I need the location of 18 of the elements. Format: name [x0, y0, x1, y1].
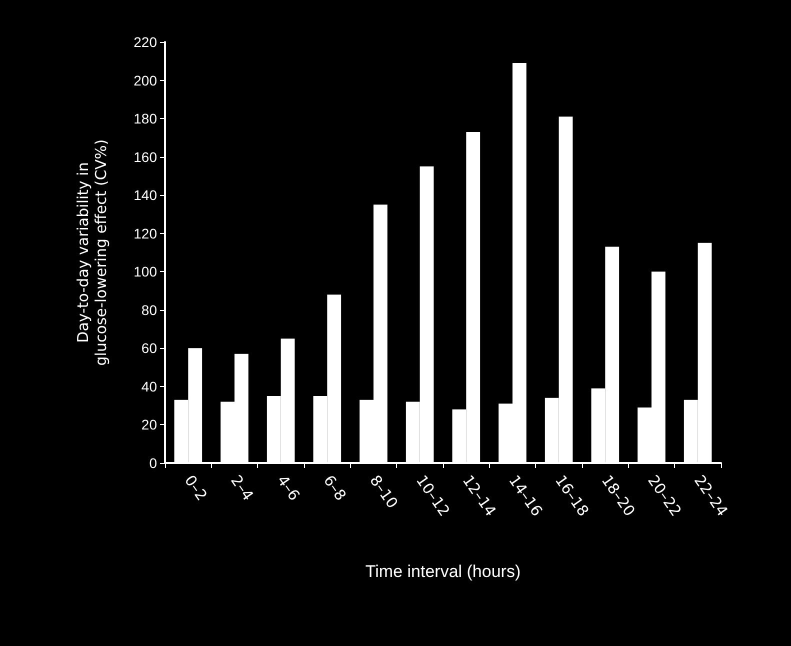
y-tick-label: 60 [141, 340, 158, 356]
y-tick-label: 20 [141, 416, 158, 433]
x-axis-title: Time interval (hours) [365, 562, 521, 581]
y-tick-label: 180 [134, 110, 158, 127]
y-tick-label: 220 [134, 34, 158, 50]
y-axis-title: Day-to-day variability in glucose-lowering effect (CV%) [74, 139, 110, 366]
y-tick-label: 160 [134, 148, 158, 165]
x-tick-label: 6–8 [320, 472, 350, 504]
y-tick-label: 40 [141, 378, 158, 394]
y-tick-label: 140 [134, 187, 158, 204]
x-tick-label: 2–4 [227, 472, 258, 504]
x-tick-label: 0–2 [180, 472, 211, 504]
y-tick-label: 200 [134, 72, 158, 88]
y-tick-label: 0 [149, 455, 158, 471]
y-tick-label: 80 [141, 302, 158, 318]
y-tick-label: 120 [134, 225, 158, 242]
x-tick-label: 4–6 [273, 472, 304, 504]
y-tick-label: 100 [134, 264, 158, 280]
